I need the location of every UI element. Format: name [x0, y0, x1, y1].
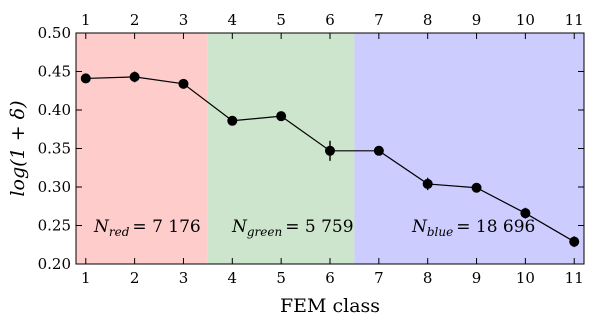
x-tick-label-bottom: 11 [565, 269, 584, 287]
x-tick-label-bottom: 4 [228, 269, 238, 287]
x-tick-label-top: 10 [516, 11, 535, 29]
data-point [276, 111, 287, 122]
axis-ticks: 112233445566778899101011110.200.250.300.… [38, 11, 584, 287]
y-tick-label: 0.35 [38, 140, 71, 158]
x-tick-label-bottom: 1 [81, 269, 91, 287]
region-label-value: 18 696 [476, 217, 535, 237]
x-tick-label-bottom: 5 [276, 269, 286, 287]
x-tick-label-top: 8 [423, 11, 433, 29]
y-tick-label: 0.45 [38, 63, 71, 81]
region-label-sub: red [109, 225, 130, 239]
data-points [80, 71, 580, 247]
region-label-eq: = [285, 217, 305, 237]
y-tick-label: 0.30 [38, 178, 71, 196]
x-tick-label-top: 9 [472, 11, 482, 29]
region-label-eq: = [456, 217, 476, 237]
data-point [129, 71, 140, 82]
x-tick-label-top: 6 [325, 11, 335, 29]
x-tick-label-top: 3 [179, 11, 189, 29]
region-label-symbol: N [411, 217, 428, 237]
x-tick-label-bottom: 2 [130, 269, 140, 287]
data-point [325, 145, 335, 156]
region-label-value: 7 176 [152, 217, 201, 237]
y-tick-label: 0.50 [38, 24, 71, 42]
data-point [422, 178, 433, 189]
y-axis-label: log(1 + δ) [7, 100, 29, 196]
data-point [227, 115, 238, 126]
x-tick-label-bottom: 6 [325, 269, 335, 287]
x-axis-label: FEM class [280, 295, 380, 317]
data-point [520, 208, 531, 219]
y-tick-label: 0.25 [38, 217, 71, 235]
data-point [373, 145, 384, 156]
y-tick-label: 0.40 [38, 101, 71, 119]
x-tick-label-top: 5 [276, 11, 286, 29]
x-tick-label-top: 1 [81, 11, 91, 29]
region-label-sub: blue [427, 225, 453, 239]
x-tick-label-bottom: 8 [423, 269, 433, 287]
region-label-blue: Nblue = 18 696 [411, 217, 535, 239]
region-label-sub: green [247, 225, 282, 239]
region-label-symbol: N [231, 217, 248, 237]
region-label-symbol: N [93, 217, 110, 237]
x-tick-label-top: 4 [228, 11, 238, 29]
data-point [80, 73, 91, 84]
x-tick-label-bottom: 10 [516, 269, 535, 287]
x-tick-label-top: 7 [374, 11, 384, 29]
x-tick-label-top: 2 [130, 11, 140, 29]
region-label-value: 5 759 [305, 217, 354, 237]
region-label-green: Ngreen = 5 759 [231, 217, 354, 239]
data-point [471, 182, 482, 193]
y-tick-label: 0.20 [38, 255, 71, 273]
x-tick-label-top: 11 [565, 11, 584, 29]
x-tick-label-bottom: 7 [374, 269, 384, 287]
data-point [569, 236, 580, 247]
region-annotations: Nred = 7 176 Ngreen = 5 759 Nblue = 18 696 [93, 217, 535, 239]
x-tick-label-bottom: 3 [179, 269, 189, 287]
data-point [178, 78, 189, 89]
region-red [76, 33, 208, 264]
x-tick-label-bottom: 9 [472, 269, 482, 287]
region-label-eq: = [132, 217, 152, 237]
region-label-red: Nred = 7 176 [93, 217, 201, 239]
